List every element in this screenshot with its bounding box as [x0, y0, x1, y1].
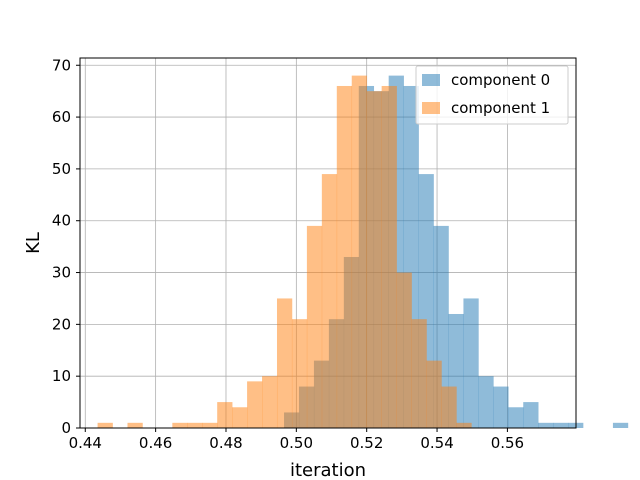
series-1-bar-10: [247, 381, 263, 428]
series-1-bar-2: [127, 422, 143, 428]
plot-frame: [79, 57, 577, 429]
x-tick-label-4: 0.52: [350, 434, 383, 452]
series-1-bar-19: [381, 85, 397, 429]
legend-swatch-0: [422, 74, 440, 86]
series-0-bar-22: [612, 422, 629, 428]
y-tick-label-0: 0: [61, 419, 71, 437]
y-axis-ticks: 0 10 20 30 40 50 60 70: [52, 56, 80, 437]
y-tick-label-6: 60: [52, 108, 71, 126]
series-1-bar-8: [217, 402, 233, 428]
series-1-bar-16: [336, 85, 353, 429]
y-tick-label-7: 70: [52, 56, 71, 74]
x-tick-label-1: 0.46: [139, 434, 172, 452]
series-0-bar-13: [478, 376, 494, 428]
series-1-bar-20: [396, 272, 412, 428]
y-tick-label-3: 30: [52, 264, 71, 282]
x-tick-label-2: 0.48: [209, 434, 242, 452]
legend-box: [415, 65, 569, 125]
series-1-bar-15: [321, 174, 338, 428]
series-0-bar-14: [493, 386, 509, 428]
legend-label-1: component 1: [451, 99, 550, 117]
series-0-bar-12: [463, 298, 479, 428]
series-1-bar-6: [187, 422, 203, 428]
y-tick-label-4: 40: [52, 212, 71, 230]
series-1-bars: [97, 75, 472, 429]
y-tick-label-2: 20: [52, 315, 71, 333]
series-1-bar-22: [426, 360, 442, 428]
series-0-bar-16: [523, 402, 539, 428]
x-axis-label: iteration: [290, 460, 366, 480]
series-0-bar-18: [553, 422, 569, 428]
histogram-bars: [97, 75, 629, 429]
y-tick-label-5: 50: [52, 160, 71, 178]
series-1-bar-18: [366, 91, 382, 428]
series-1-bar-17: [351, 75, 367, 428]
legend: component 0 component 1: [415, 65, 569, 125]
x-tick-label-0: 0.44: [69, 434, 102, 452]
y-tick-label-1: 10: [52, 367, 71, 385]
series-1-bar-7: [202, 422, 218, 428]
x-axis-ticks: 0.44 0.46 0.48 0.50 0.52 0.54 0.56: [69, 428, 524, 452]
series-1-bar-9: [232, 407, 248, 428]
series-1-bar-12: [276, 298, 293, 428]
series-1-bar-24: [456, 422, 472, 428]
series-1-bar-23: [441, 386, 457, 428]
legend-swatch-1: [422, 102, 440, 114]
series-1-bar-11: [262, 376, 278, 428]
series-1-bar-5: [172, 422, 188, 428]
legend-label-0: component 0: [451, 71, 550, 89]
series-0-bar-15: [508, 407, 524, 428]
x-tick-label-5: 0.54: [420, 434, 453, 452]
x-tick-label-6: 0.56: [491, 434, 524, 452]
x-tick-label-3: 0.50: [280, 434, 313, 452]
series-1-bar-14: [306, 225, 323, 428]
series-1-bar-0: [97, 422, 113, 428]
series-1-bar-21: [411, 319, 427, 428]
series-0-bar-17: [538, 422, 554, 428]
series-1-bar-13: [291, 319, 308, 428]
y-axis-label: KL: [23, 232, 44, 254]
